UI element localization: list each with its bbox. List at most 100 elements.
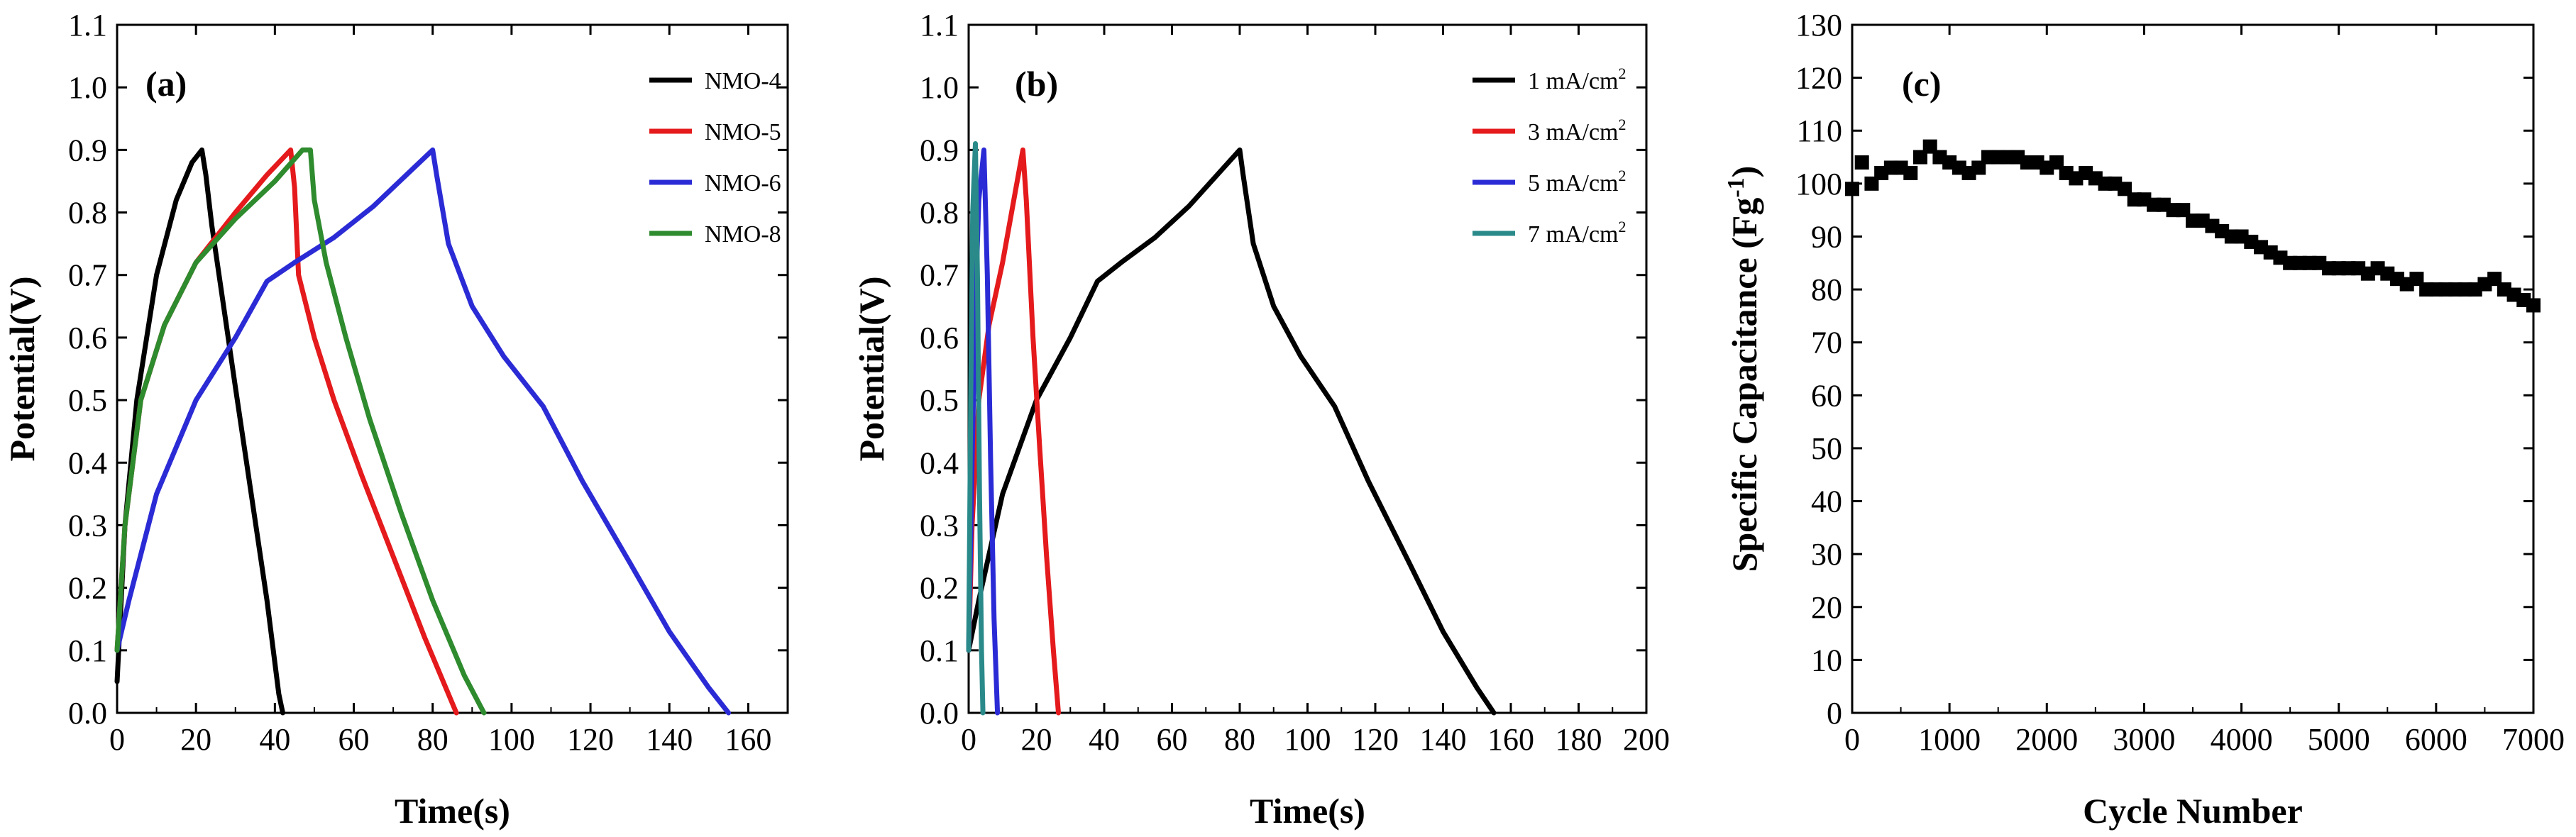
- legend-entry: NMO-8: [705, 221, 781, 248]
- x-axis-label: Cycle Number: [2083, 791, 2303, 831]
- legend-entry-superscript: 2: [1618, 218, 1626, 235]
- y-tick-label: 80: [1811, 272, 1842, 307]
- y-tick-label: 0.7: [920, 258, 959, 293]
- legend-entry: 1 mA/cm2: [1528, 65, 1626, 94]
- y-tick-label: 0.3: [68, 508, 107, 543]
- y-tick-label: 0.8: [920, 196, 959, 231]
- legend-entry: 5 mA/cm2: [1528, 167, 1626, 196]
- x-tick-label: 20: [180, 722, 211, 757]
- y-tick-label: 0.5: [920, 383, 959, 418]
- x-tick-label: 6000: [2405, 722, 2467, 757]
- y-tick-label: 0.0: [920, 696, 959, 731]
- x-tick-label: 100: [488, 722, 535, 757]
- x-tick-label: 7000: [2502, 722, 2565, 757]
- x-tick-label: 60: [338, 722, 370, 757]
- y-axis-label: Potential(V): [852, 276, 891, 461]
- x-tick-label: 160: [725, 722, 771, 757]
- x-tick-label: 100: [1284, 722, 1331, 757]
- legend-entry-superscript: 2: [1618, 167, 1626, 184]
- y-tick-label: 0.0: [68, 696, 107, 731]
- y-tick-label: 0: [1827, 696, 1842, 731]
- panel-label: (c): [1902, 64, 1942, 104]
- x-tick-label: 120: [567, 722, 614, 757]
- x-tick-label: 80: [417, 722, 448, 757]
- y-tick-label: 0.6: [68, 321, 107, 355]
- y-tick-label: 1.1: [68, 8, 107, 43]
- legend-entry-text: NMO-8: [705, 221, 781, 248]
- legend-entry-superscript: 2: [1618, 65, 1626, 82]
- plot-frame: [1851, 23, 2535, 714]
- y-tick-label: 30: [1811, 537, 1842, 572]
- x-axis-label: Time(s): [395, 791, 510, 831]
- series-line-4: [966, 141, 986, 716]
- x-tick-label: 140: [1420, 722, 1467, 757]
- y-tick-label: 0.9: [920, 133, 959, 167]
- y-axis-label: Specific Capacitance (Fg-1): [1723, 166, 1764, 572]
- data-point: [1845, 182, 1859, 196]
- legend-entry: 7 mA/cm2: [1528, 218, 1626, 248]
- y-axis-label-text: Specific Capacitance (Fg: [1724, 198, 1764, 572]
- x-tick-label: 0: [961, 722, 976, 757]
- x-tick-label: 3000: [2113, 722, 2175, 757]
- y-tick-label: 10: [1811, 643, 1842, 677]
- y-tick-label: 0.9: [68, 133, 107, 167]
- x-tick-label: 40: [259, 722, 290, 757]
- x-tick-label: 0: [109, 722, 125, 757]
- legend-entry-text: 1 mA/cm: [1528, 68, 1618, 94]
- x-axis-label: Time(s): [1250, 791, 1365, 831]
- legend-entry-text: 3 mA/cm: [1528, 119, 1618, 145]
- panel-label: (a): [145, 64, 187, 104]
- data-point: [2526, 298, 2541, 313]
- chart-panel-1: 0 20 40 60 80 100 120 140 160 0.0 0.1 0.2 0.3 0.4 0.5 0…: [2, 8, 789, 831]
- x-tick-label: 180: [1556, 722, 1602, 757]
- series-line-1: [114, 147, 285, 716]
- legend-entry-text: NMO-5: [705, 119, 781, 145]
- series-line-3: [114, 147, 732, 716]
- y-tick-label: 0.5: [68, 383, 107, 418]
- y-tick-label: 0.4: [68, 445, 107, 480]
- y-tick-label: 0.1: [68, 633, 107, 668]
- y-tick-label: 0.3: [920, 508, 959, 543]
- series-line-3: [966, 147, 1001, 716]
- y-tick-label: 60: [1811, 378, 1842, 413]
- x-tick-label: 1000: [1918, 722, 1981, 757]
- legend-entry-text: NMO-4: [705, 68, 781, 94]
- y-axis-label: Potential(V): [2, 276, 42, 461]
- y-tick-label: 130: [1795, 8, 1842, 43]
- x-tick-label: 20: [1021, 722, 1052, 757]
- x-tick-label: 140: [646, 722, 693, 757]
- legend-entry-superscript: 2: [1618, 116, 1626, 133]
- series-line-1: [966, 147, 1497, 716]
- x-tick-label: 120: [1352, 722, 1399, 757]
- y-tick-label: 100: [1795, 167, 1842, 201]
- data-point: [1903, 165, 1918, 180]
- x-tick-label: 80: [1224, 722, 1255, 757]
- x-tick-label: 200: [1623, 722, 1670, 757]
- y-axis-label-text: Potential(V): [2, 276, 42, 461]
- y-tick-label: 0.2: [68, 571, 107, 606]
- panel-label: (b): [1015, 64, 1058, 104]
- y-tick-label: 0.7: [68, 258, 107, 293]
- y-tick-label: 0.8: [68, 196, 107, 231]
- x-tick-label: 160: [1487, 722, 1534, 757]
- chart-panel-3: 0 1000 2000 3000 4000 5000 6000 7000 0 10 20 30 40 50…: [1723, 8, 2565, 831]
- y-tick-label: 0.6: [920, 321, 959, 355]
- chart-panel-2: 0 20 40 60 80 100 120 140 160 180 200 0.0 0.1 0.2 0.3 0…: [852, 8, 1670, 831]
- x-tick-label: 5000: [2308, 722, 2370, 757]
- y-tick-label: 1.0: [920, 70, 959, 105]
- data-point: [1854, 155, 1869, 170]
- y-tick-label: 0.4: [920, 445, 959, 480]
- legend-entry-text: 7 mA/cm: [1528, 221, 1618, 248]
- legend-entry-text: 5 mA/cm: [1528, 170, 1618, 196]
- plot-frame: [116, 23, 789, 714]
- y-tick-label: 50: [1811, 431, 1842, 466]
- legend-entry: NMO-4: [705, 68, 781, 94]
- y-axis-label-text: Potential(V): [852, 276, 891, 461]
- y-tick-label: 1.1: [920, 8, 959, 43]
- y-tick-label: 20: [1811, 590, 1842, 625]
- x-tick-label: 0: [1844, 722, 1860, 757]
- y-tick-label: 120: [1795, 61, 1842, 96]
- legend-entry-text: NMO-6: [705, 170, 781, 196]
- y-tick-label: 110: [1797, 113, 1842, 148]
